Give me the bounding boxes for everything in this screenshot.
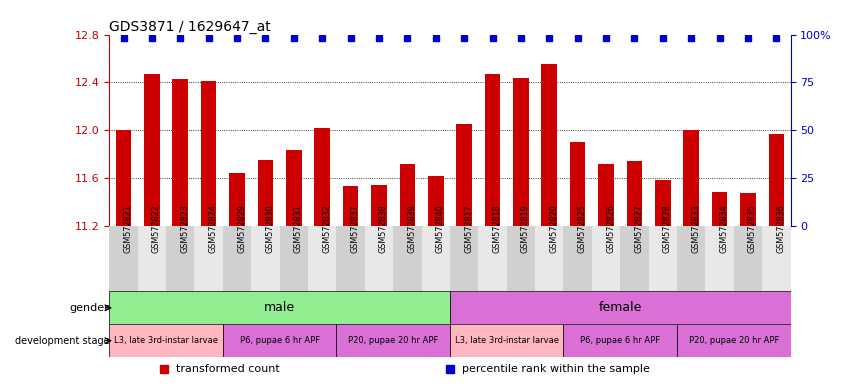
Bar bbox=[706, 226, 733, 291]
Text: GSM572821: GSM572821 bbox=[124, 205, 133, 253]
Bar bbox=[733, 226, 762, 291]
Text: GSM572824: GSM572824 bbox=[209, 205, 218, 253]
Bar bbox=[286, 151, 302, 226]
Bar bbox=[769, 134, 784, 226]
Bar bbox=[570, 142, 585, 226]
Text: GSM572834: GSM572834 bbox=[720, 205, 728, 253]
Bar bbox=[620, 226, 648, 291]
Bar bbox=[172, 79, 188, 226]
Bar bbox=[740, 194, 756, 226]
Text: GSM572838: GSM572838 bbox=[379, 205, 388, 253]
Bar bbox=[457, 124, 472, 226]
Bar bbox=[336, 226, 365, 291]
Text: percentile rank within the sample: percentile rank within the sample bbox=[463, 364, 650, 374]
Bar bbox=[563, 324, 677, 357]
Bar bbox=[677, 324, 791, 357]
Text: transformed count: transformed count bbox=[176, 364, 280, 374]
Bar bbox=[279, 226, 308, 291]
Bar bbox=[257, 160, 273, 226]
Bar bbox=[598, 164, 614, 226]
Bar bbox=[677, 226, 706, 291]
Bar bbox=[484, 74, 500, 226]
Bar bbox=[230, 173, 245, 226]
Bar bbox=[450, 324, 563, 357]
Bar bbox=[315, 128, 330, 226]
Bar bbox=[223, 324, 336, 357]
Bar bbox=[116, 130, 131, 226]
Text: GSM572826: GSM572826 bbox=[606, 205, 615, 253]
Text: P6, pupae 6 hr APF: P6, pupae 6 hr APF bbox=[240, 336, 320, 345]
Text: GSM572837: GSM572837 bbox=[351, 205, 360, 253]
Text: GSM572817: GSM572817 bbox=[464, 205, 473, 253]
Bar bbox=[450, 226, 479, 291]
Bar bbox=[251, 226, 279, 291]
Text: GSM572827: GSM572827 bbox=[634, 205, 643, 253]
Text: GDS3871 / 1629647_at: GDS3871 / 1629647_at bbox=[109, 20, 271, 33]
Text: GSM572840: GSM572840 bbox=[436, 205, 445, 253]
Bar bbox=[371, 185, 387, 226]
Text: GSM572831: GSM572831 bbox=[294, 205, 303, 253]
Bar bbox=[428, 175, 443, 226]
Bar bbox=[648, 226, 677, 291]
Bar bbox=[399, 164, 415, 226]
Bar bbox=[450, 291, 791, 324]
Text: GSM572823: GSM572823 bbox=[180, 205, 189, 253]
Bar bbox=[138, 226, 166, 291]
Bar bbox=[109, 291, 450, 324]
Text: P6, pupae 6 hr APF: P6, pupae 6 hr APF bbox=[580, 336, 660, 345]
Bar bbox=[535, 226, 563, 291]
Text: GSM572820: GSM572820 bbox=[549, 205, 558, 253]
Text: GSM572829: GSM572829 bbox=[237, 205, 246, 253]
Text: P20, pupae 20 hr APF: P20, pupae 20 hr APF bbox=[348, 336, 438, 345]
Bar bbox=[109, 226, 138, 291]
Text: GSM572818: GSM572818 bbox=[493, 205, 501, 253]
Bar bbox=[308, 226, 336, 291]
Bar bbox=[336, 324, 450, 357]
Text: GSM572836: GSM572836 bbox=[776, 205, 785, 253]
Bar bbox=[542, 65, 557, 226]
Text: L3, late 3rd-instar larvae: L3, late 3rd-instar larvae bbox=[455, 336, 558, 345]
Text: female: female bbox=[599, 301, 642, 314]
Text: GSM572822: GSM572822 bbox=[152, 205, 161, 253]
Bar bbox=[711, 192, 727, 226]
Bar bbox=[684, 130, 699, 226]
Bar bbox=[393, 226, 421, 291]
Text: GSM572833: GSM572833 bbox=[691, 205, 701, 253]
Text: gender: gender bbox=[70, 303, 109, 313]
Bar bbox=[592, 226, 620, 291]
Bar bbox=[166, 226, 194, 291]
Text: GSM572839: GSM572839 bbox=[407, 205, 416, 253]
Text: GSM572835: GSM572835 bbox=[748, 205, 757, 253]
Bar bbox=[109, 324, 223, 357]
Bar bbox=[365, 226, 393, 291]
Text: development stage: development stage bbox=[14, 336, 109, 346]
Bar bbox=[506, 226, 535, 291]
Bar bbox=[421, 226, 450, 291]
Bar bbox=[563, 226, 592, 291]
Bar bbox=[513, 78, 529, 226]
Text: GSM572828: GSM572828 bbox=[663, 205, 672, 253]
Bar bbox=[194, 226, 223, 291]
Bar bbox=[343, 186, 358, 226]
Bar bbox=[655, 180, 670, 226]
Bar bbox=[762, 226, 791, 291]
Text: GSM572819: GSM572819 bbox=[521, 205, 530, 253]
Text: GSM572832: GSM572832 bbox=[322, 205, 331, 253]
Text: L3, late 3rd-instar larvae: L3, late 3rd-instar larvae bbox=[114, 336, 218, 345]
Bar bbox=[144, 74, 160, 226]
Text: GSM572830: GSM572830 bbox=[266, 205, 274, 253]
Text: male: male bbox=[264, 301, 295, 314]
Text: P20, pupae 20 hr APF: P20, pupae 20 hr APF bbox=[689, 336, 779, 345]
Bar bbox=[627, 161, 643, 226]
Bar bbox=[201, 81, 216, 226]
Bar bbox=[223, 226, 251, 291]
Text: GSM572825: GSM572825 bbox=[578, 205, 587, 253]
Bar bbox=[479, 226, 506, 291]
